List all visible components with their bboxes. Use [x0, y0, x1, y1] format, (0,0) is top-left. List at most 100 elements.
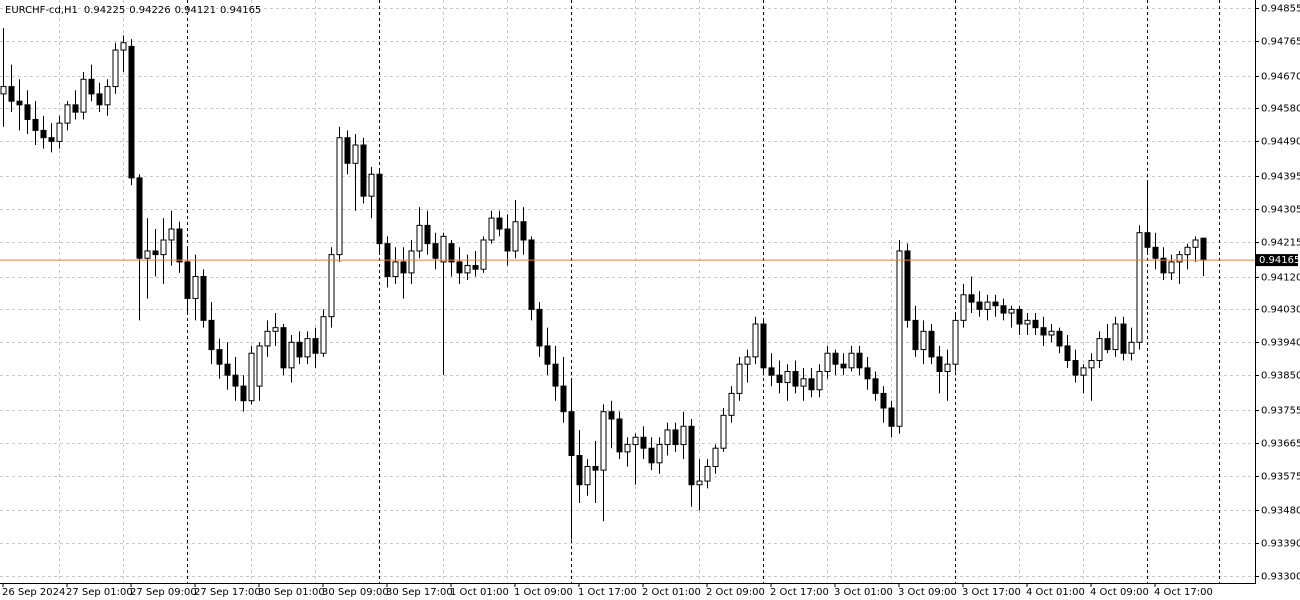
candle-body	[1080, 367, 1087, 376]
candle-body	[1120, 323, 1127, 354]
candle-body	[528, 239, 535, 310]
y-tick-label: 0.93575	[1261, 472, 1300, 483]
candle-body	[320, 316, 327, 354]
candle-body	[568, 411, 575, 457]
y-tick-label: 0.93390	[1261, 539, 1300, 550]
open-value: 0.94225	[84, 5, 125, 16]
grid	[0, 0, 1255, 583]
candle-body	[8, 86, 15, 102]
candle-body	[744, 356, 751, 365]
y-tick-label: 0.94765	[1261, 37, 1300, 48]
candle-body	[48, 137, 55, 142]
candle-body	[624, 444, 631, 453]
y-tick-label: 0.94305	[1261, 205, 1300, 216]
candle-body	[1160, 257, 1167, 274]
close-value: 0.94165	[220, 5, 261, 16]
candle-body	[728, 392, 735, 416]
x-tick-label: 2 Oct 17:00	[770, 587, 829, 598]
y-tick-label: 0.94580	[1261, 104, 1300, 115]
candle-body	[680, 425, 687, 446]
candle-body	[144, 250, 151, 259]
candle-body	[1136, 232, 1143, 343]
y-tick-label: 0.94215	[1261, 238, 1300, 249]
candle-body	[200, 276, 207, 321]
y-tick-label: 0.94120	[1261, 273, 1300, 284]
candle-body	[1064, 345, 1071, 362]
candle-body	[288, 341, 295, 369]
candle-body	[616, 418, 623, 453]
candle-body	[160, 239, 167, 256]
candle-body	[992, 301, 999, 307]
candle-body	[16, 100, 23, 106]
candle-body	[232, 374, 239, 387]
candle-body	[952, 319, 959, 365]
candle-body	[736, 363, 743, 394]
candle-body	[752, 323, 759, 358]
candle-body	[352, 144, 359, 164]
candle-body	[136, 177, 143, 259]
candle-body	[872, 378, 879, 394]
candle-body	[552, 363, 559, 387]
candle-body	[192, 276, 199, 299]
candle-body	[312, 338, 319, 354]
candle-body	[976, 301, 983, 310]
candle-body	[1200, 237, 1207, 261]
candle-body	[472, 265, 479, 270]
x-tick-label: 1 Oct 17:00	[578, 587, 637, 598]
x-tick-label: 2 Oct 01:00	[642, 587, 701, 598]
y-tick-label: 0.94030	[1261, 305, 1300, 316]
candle-body	[1016, 308, 1023, 325]
candle-body	[104, 86, 111, 106]
candle-body	[600, 411, 607, 471]
candle-body	[1176, 254, 1183, 263]
x-tick-label: 27 Sep 17:00	[194, 587, 261, 598]
candle-body	[488, 217, 495, 241]
candle-body	[648, 447, 655, 464]
candle-body	[544, 345, 551, 365]
candle-body	[304, 338, 311, 358]
candle-body	[1184, 246, 1191, 256]
y-tick-label: 0.93755	[1261, 406, 1300, 417]
candle-body	[768, 367, 775, 376]
candle-body	[1008, 308, 1015, 314]
candle-body	[656, 444, 663, 464]
candle-body	[632, 436, 639, 446]
candle-body	[920, 330, 927, 351]
candle-body	[1192, 239, 1199, 248]
candles	[0, 28, 1207, 540]
candle-body	[328, 254, 335, 318]
x-tick-label: 30 Sep 17:00	[386, 587, 453, 598]
y-tick-label: 0.94670	[1261, 72, 1300, 83]
candle-body	[696, 480, 703, 486]
candle-body	[400, 261, 407, 274]
candle-body	[344, 137, 351, 164]
candle-body	[448, 243, 455, 263]
candle-body	[392, 261, 399, 278]
candle-body	[1152, 246, 1159, 259]
y-tick-label: 0.94395	[1261, 172, 1300, 183]
candle-body	[856, 352, 863, 369]
candle-body	[168, 228, 175, 241]
candle-body	[64, 104, 71, 124]
candle-body	[896, 250, 903, 427]
x-tick-label: 3 Oct 17:00	[962, 587, 1021, 598]
candle-body	[1072, 360, 1079, 376]
candle-body	[928, 330, 935, 358]
x-tick-label: 1 Oct 01:00	[450, 587, 509, 598]
candle-body	[248, 352, 255, 402]
candle-body	[1112, 323, 1119, 351]
candle-body	[1048, 330, 1055, 336]
candle-body	[800, 378, 807, 387]
candle-body	[832, 352, 839, 365]
candle-body	[376, 173, 383, 245]
candle-body	[808, 378, 815, 391]
candle-body	[1096, 338, 1103, 362]
candle-body	[208, 319, 215, 351]
candle-body	[112, 49, 119, 88]
candle-body	[224, 363, 231, 376]
x-tick-label: 27 Sep 01:00	[66, 587, 133, 598]
candle-body	[776, 374, 783, 383]
candle-body	[576, 455, 583, 486]
